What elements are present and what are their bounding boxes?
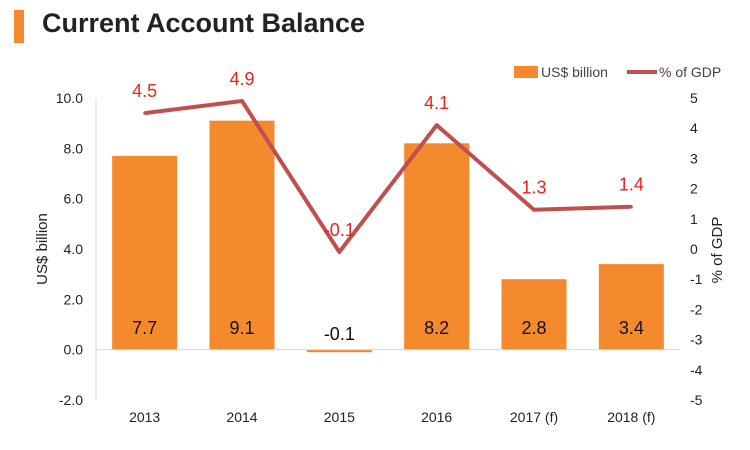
right-axis-tick-label: -5 — [690, 392, 703, 408]
bar — [306, 349, 372, 353]
x-axis-tick-label: 2014 — [226, 409, 257, 425]
right-axis-tick-label: 5 — [690, 90, 698, 106]
right-axis-tick-label: 1 — [690, 211, 698, 227]
chart-title: Current Account Balance — [42, 8, 366, 38]
bar-value-label: 8.2 — [424, 318, 449, 338]
legend-line-label: % of GDP — [659, 64, 721, 80]
left-axis-tick-label: 6.0 — [64, 191, 84, 207]
right-axis-tick-label: 3 — [690, 150, 698, 166]
right-axis-tick-label: -4 — [690, 362, 703, 378]
left-axis-ticks: -2.0 0.0 2.0 4.0 6.0 8.0 10.0 — [56, 90, 83, 408]
bar-value-label: -0.1 — [324, 324, 355, 344]
line-point — [532, 208, 536, 212]
line-value-label: 4.5 — [132, 81, 157, 101]
right-axis-title: % of GDP — [709, 217, 726, 284]
right-axis-ticks: -5 -4 -3 -2 -1 0 1 2 3 4 5 — [690, 90, 703, 408]
line-value-label: 4.9 — [229, 69, 254, 89]
bar-value-label: 3.4 — [619, 318, 644, 338]
bar — [598, 264, 664, 350]
bar — [501, 279, 567, 350]
axes-group — [95, 98, 680, 400]
right-axis-tick-label: 2 — [690, 181, 698, 197]
bar — [404, 143, 470, 350]
bar — [209, 120, 275, 350]
line-point — [629, 205, 633, 209]
right-axis-tick-label: -3 — [690, 332, 703, 348]
right-axis-tick-label: 0 — [690, 241, 698, 257]
bars-group — [112, 120, 664, 353]
left-axis-tick-label: 8.0 — [64, 140, 84, 156]
bar-value-label: 2.8 — [521, 318, 546, 338]
left-axis-tick-label: -2.0 — [59, 392, 83, 408]
legend-bar-swatch — [514, 66, 538, 78]
bar-value-label: 9.1 — [229, 318, 254, 338]
line-value-label: 1.3 — [521, 178, 546, 198]
gdp-line — [144, 99, 632, 255]
bar-value-label: 7.7 — [132, 318, 157, 338]
line-value-label: 1.4 — [619, 175, 644, 195]
x-axis-tick-label: 2015 — [324, 409, 355, 425]
legend: US$ billion % of GDP — [514, 64, 721, 80]
line-point — [337, 250, 341, 254]
line-value-label: 4.1 — [424, 93, 449, 113]
x-axis-ticks: 2013 2014 2015 2016 2017 (f) 2018 (f) — [129, 409, 655, 425]
bar-labels-group: 7.7 9.1 -0.1 8.2 2.8 3.4 — [132, 318, 644, 344]
left-axis-tick-label: 4.0 — [64, 241, 84, 257]
bar — [112, 155, 178, 350]
left-axis-tick-label: 10.0 — [56, 90, 83, 106]
line-point — [240, 99, 244, 103]
legend-bar-label: US$ billion — [541, 64, 608, 80]
title-accent-bar — [14, 10, 24, 43]
right-axis-tick-label: -2 — [690, 301, 703, 317]
line-point — [435, 123, 439, 127]
left-axis-tick-label: 2.0 — [64, 291, 84, 307]
left-axis-tick-label: 0.0 — [64, 342, 84, 358]
right-axis-tick-label: -1 — [690, 271, 703, 287]
line-point — [143, 111, 147, 115]
x-axis-tick-label: 2017 (f) — [510, 409, 558, 425]
left-axis-title: US$ billion — [34, 213, 51, 285]
line-labels-group: 4.5 4.9 -0.1 4.1 1.3 1.4 — [132, 69, 644, 240]
right-axis-tick-label: 4 — [690, 120, 698, 136]
x-axis-tick-label: 2016 — [421, 409, 452, 425]
x-axis-tick-label: 2013 — [129, 409, 160, 425]
line-series-group — [143, 99, 633, 255]
x-axis-tick-label: 2018 (f) — [607, 409, 655, 425]
line-value-label: -0.1 — [324, 220, 355, 240]
